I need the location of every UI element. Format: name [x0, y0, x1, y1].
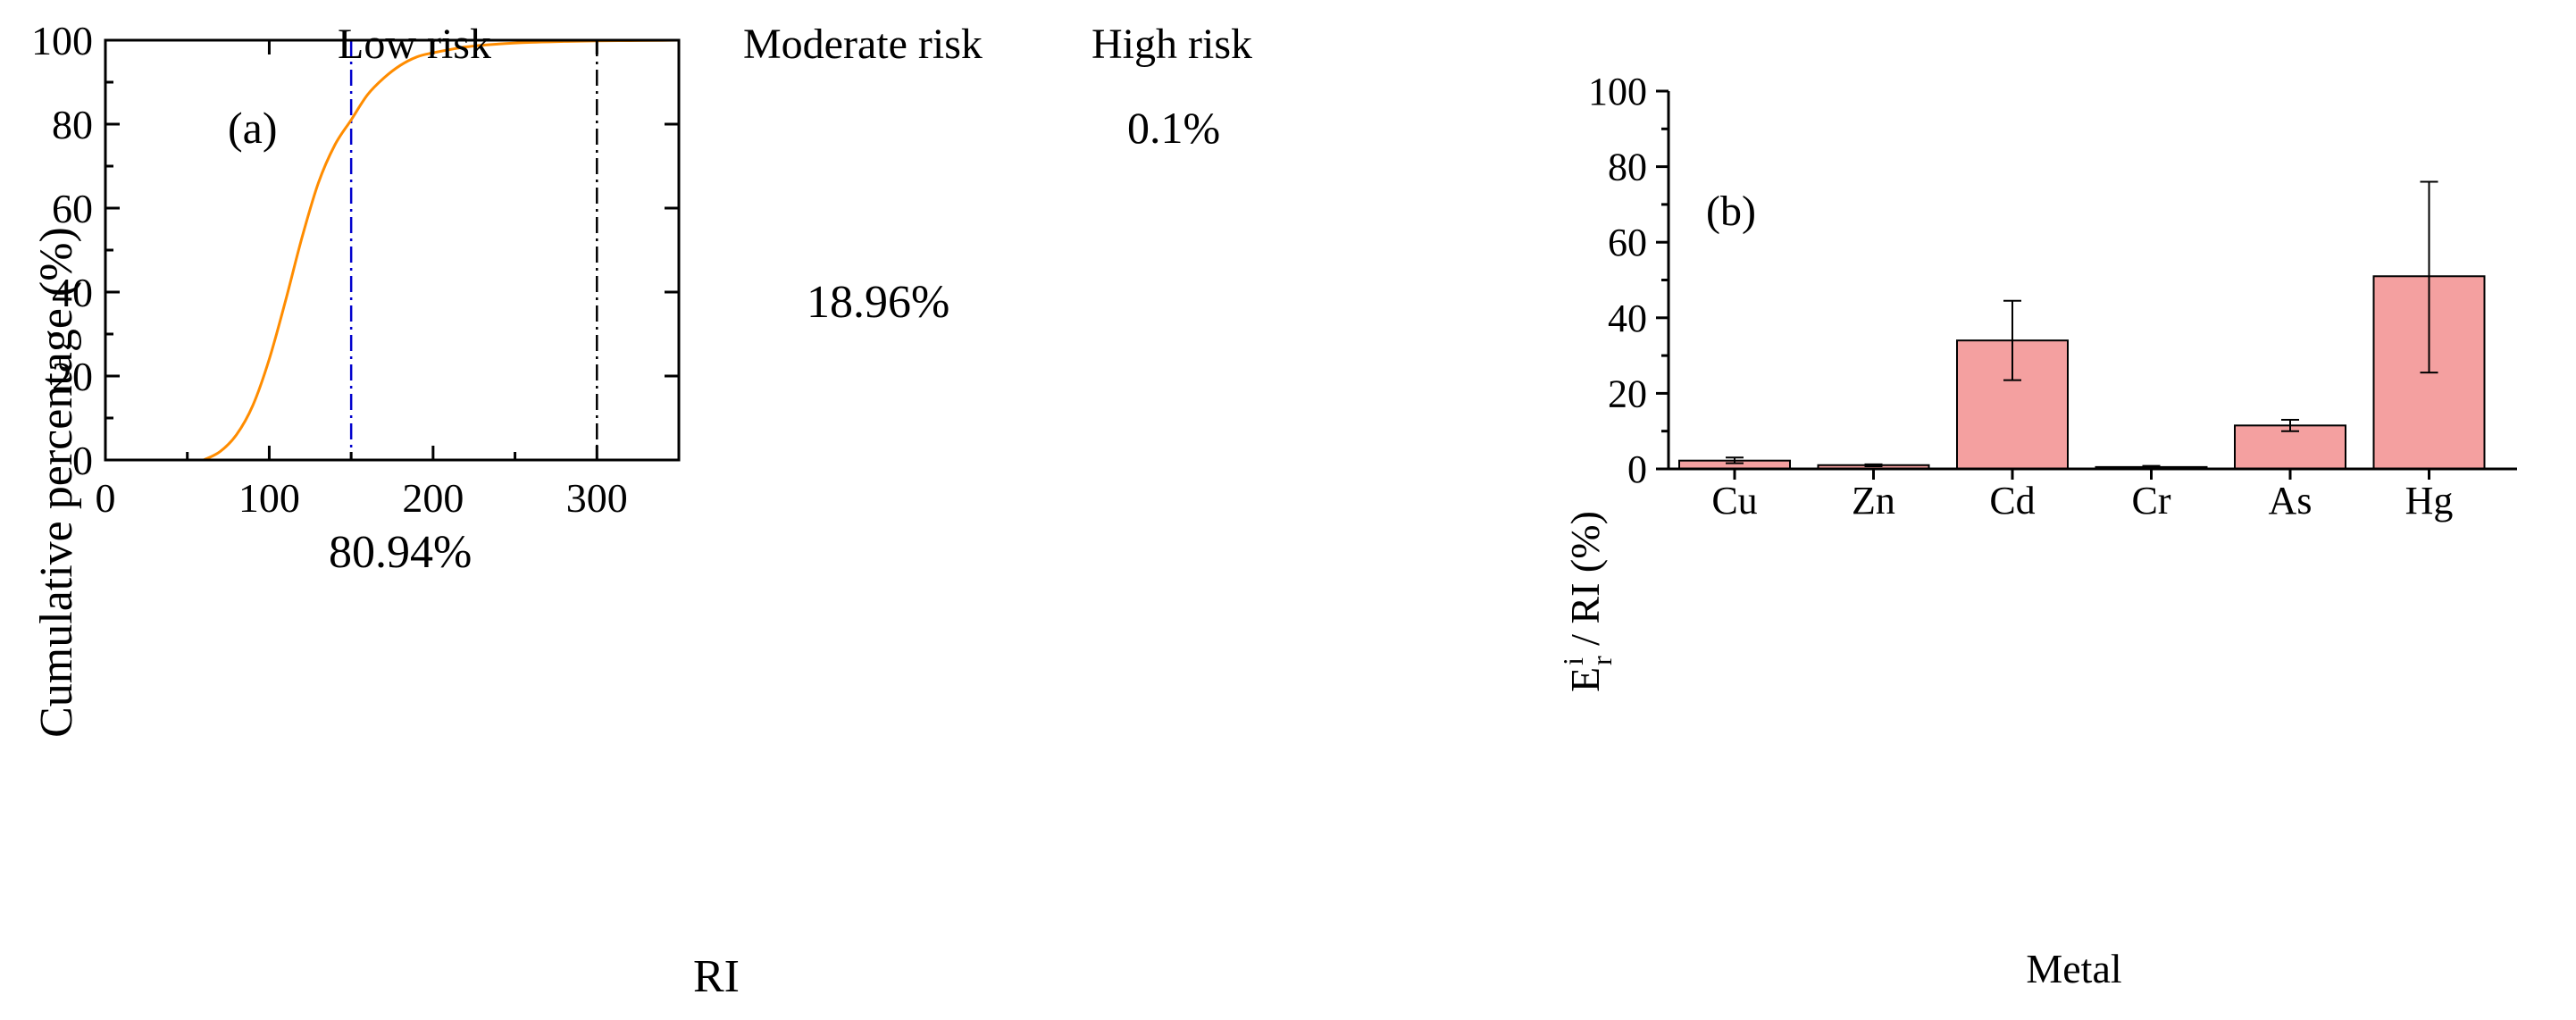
y-tick-label: 0 — [1627, 447, 1647, 491]
x-tick-label: 100 — [238, 475, 300, 521]
x-tick-label: Hg — [2405, 479, 2454, 523]
y-axis-label: Eir / RI (%) — [1557, 511, 1618, 692]
x-tick-label: 0 — [96, 475, 116, 521]
y-label-sub: r — [1585, 656, 1618, 665]
panel-label: (a) — [228, 103, 278, 153]
bars — [1678, 275, 2486, 471]
threshold-lines — [349, 40, 598, 460]
y-tick-label: 40 — [1608, 297, 1647, 340]
y-tick-label: 60 — [1608, 221, 1647, 264]
y-tick-label: 80 — [1608, 146, 1647, 189]
y-tick-label: 60 — [52, 186, 93, 231]
panel-b-bar-chart: 0 20 40 60 80 100 Cu Zn Cd Cr As Hg (b) Metal Eir … — [1557, 70, 2517, 991]
y-label-sup: i — [1557, 657, 1589, 665]
panel-label: (b) — [1706, 188, 1756, 235]
y-tick-label: 20 — [52, 354, 93, 399]
y-tick-label: 20 — [1608, 372, 1647, 415]
panel-a-line-chart: 0 20 40 60 80 100 0 100 200 300 (a) Low risk Mod… — [31, 18, 1252, 1002]
high-risk-percentage: 0.1% — [1127, 103, 1220, 153]
x-axis-ticks: Cu Zn Cd Cr As Hg — [1711, 469, 2453, 523]
low-risk-percentage: 80.94% — [329, 527, 472, 578]
moderate-risk-label: Moderate risk — [743, 21, 983, 68]
plot-frame — [104, 38, 681, 462]
high-risk-label: High risk — [1091, 21, 1252, 68]
y-tick-label: 100 — [1588, 70, 1647, 113]
x-axis-label: RI — [693, 951, 740, 1002]
y-axis-label: Cumulative percentage (%) — [31, 227, 82, 738]
y-label-rest: / RI (%) — [1562, 511, 1608, 656]
x-tick-label: Cu — [1711, 479, 1757, 523]
low-risk-label: Low risk — [338, 21, 491, 68]
error-bars — [1726, 180, 2438, 469]
x-tick-label: Zn — [1852, 479, 1895, 523]
y-tick-label: 100 — [31, 18, 93, 63]
x-tick-label: Cd — [1989, 479, 2035, 523]
y-tick-label: 0 — [72, 438, 93, 483]
x-tick-label: As — [2269, 479, 2313, 523]
y-tick-label: 40 — [52, 270, 93, 315]
moderate-risk-percentage: 18.96% — [807, 277, 949, 328]
y-axis-ticks: 0 20 40 60 80 100 — [31, 18, 679, 483]
x-axis-ticks: 0 100 200 300 — [96, 40, 628, 521]
svg-text:Eir / RI (%): Eir / RI (%) — [1557, 511, 1618, 692]
x-axis-label: Metal — [2026, 946, 2121, 991]
bar-as — [2234, 424, 2346, 471]
y-label-main: E — [1562, 667, 1608, 692]
y-axis-ticks: 0 20 40 60 80 100 — [1588, 70, 1669, 491]
y-tick-label: 80 — [52, 102, 93, 147]
x-tick-label: 200 — [402, 475, 464, 521]
x-tick-label: Cr — [2132, 479, 2171, 523]
x-tick-label: 300 — [566, 475, 628, 521]
